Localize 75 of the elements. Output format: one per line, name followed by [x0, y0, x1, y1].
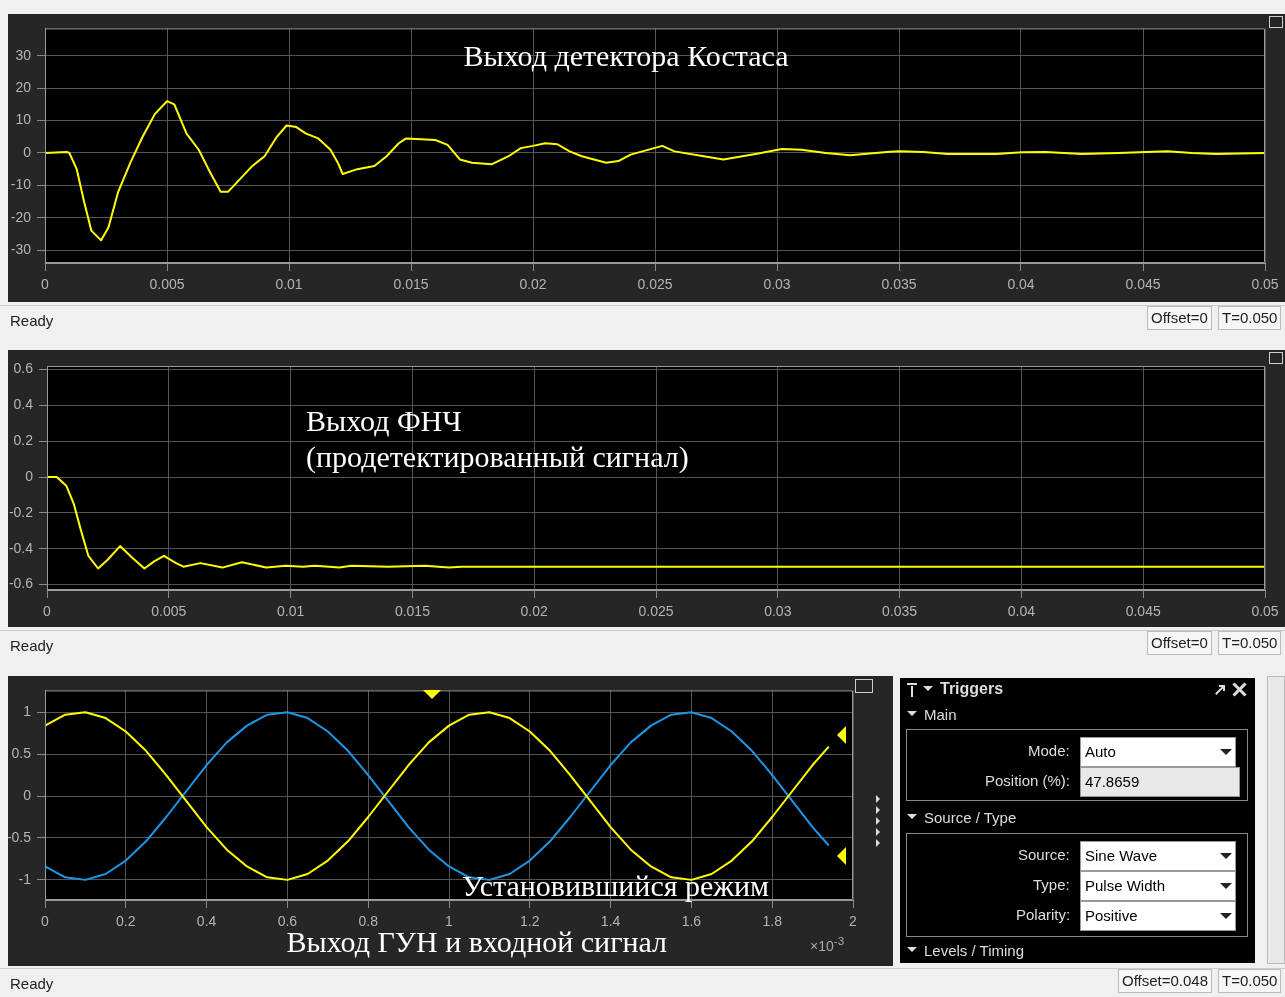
text: Positive	[1080, 901, 1236, 931]
x-tick-label: 0.015	[393, 276, 429, 293]
y-tick-label: 0	[23, 786, 32, 803]
text: T=0.050	[1218, 306, 1282, 330]
x-tick-label: 0.04	[1007, 276, 1035, 293]
y-tick-label: -0.4	[8, 539, 34, 556]
x-tick-label: 0.03	[764, 603, 792, 620]
x-tick-label: 0.025	[638, 603, 674, 620]
text: Выход ФНЧ	[306, 404, 462, 437]
text: Sine Wave	[1080, 841, 1236, 871]
text: Type:	[1033, 876, 1070, 893]
x-tick-label: 0.05	[1251, 603, 1279, 620]
x-tick-label: 2	[849, 913, 858, 930]
text: 47.8659	[1080, 767, 1240, 797]
x-tick-label: 0.4	[196, 913, 217, 930]
text: Position (%):	[985, 772, 1071, 789]
y-tick-label: -30	[10, 240, 32, 257]
x-tick-label: 1.6	[681, 913, 702, 930]
x-tick-label: 0.045	[1125, 276, 1161, 293]
text: ×10$^{-3}$	[810, 934, 845, 954]
y-tick-label: 20	[15, 79, 32, 96]
text: T=0.050	[1218, 969, 1282, 993]
y-tick-label: 0.6	[13, 360, 34, 377]
text: Offset=0.048	[1118, 969, 1213, 993]
x-tick-label: 0.04	[1007, 603, 1036, 620]
source-note: Source / Type	[924, 809, 1017, 826]
text: Offset=0	[1147, 631, 1212, 655]
x-tick-label: 0.2	[116, 913, 136, 930]
text: T=0.050	[1218, 631, 1282, 655]
text: Pulse Width	[1080, 871, 1236, 901]
x-tick-label: 0.005	[151, 603, 187, 620]
annotation: Установившийся режим	[462, 869, 770, 902]
y-tick-label: -0.2	[8, 503, 34, 520]
y-tick-label: -1	[18, 870, 32, 887]
y-tick-label: 0	[25, 467, 34, 484]
text: Triggers	[940, 680, 1004, 698]
x-tick-label: 0	[41, 276, 50, 293]
x-tick-label: 0	[41, 913, 50, 930]
y-tick-label: 0.5	[11, 744, 32, 761]
y-tick-label: 0	[23, 143, 32, 160]
text: (продетектированный сигнал)	[306, 440, 689, 473]
text: Polarity:	[1016, 906, 1071, 923]
y-tick-label: -0.6	[8, 575, 34, 592]
x-tick-label: 0.035	[881, 276, 917, 293]
text: Ready	[10, 975, 54, 992]
x-tick-label: 0.03	[763, 276, 791, 293]
text: Offset=0	[1147, 306, 1212, 330]
x-tick-label: 0.05	[1251, 276, 1279, 293]
x-tick-label: 0.005	[149, 276, 185, 293]
x-tick-label: 0.015	[394, 603, 431, 620]
chart-title: Выход детектора Костаса	[463, 39, 789, 72]
y-tick-label: 30	[15, 46, 32, 63]
x-tick-label: 0.025	[637, 276, 673, 293]
text: Auto	[1080, 737, 1236, 767]
y-tick-label: -0.5	[6, 828, 32, 845]
x-tick-label: 0	[43, 603, 52, 620]
source-note: Source:	[1018, 846, 1070, 863]
y-tick-label: -10	[10, 176, 32, 193]
x-tick-label: 0.02	[519, 276, 547, 293]
y-tick-label: 10	[15, 111, 32, 128]
text: Ready	[10, 637, 54, 654]
x-tick-label: 0.035	[882, 603, 918, 620]
x-tick-label: 1.8	[762, 913, 783, 930]
x-tick-label: 0.01	[275, 276, 303, 293]
x-tick-label: 0.01	[276, 603, 305, 620]
text: Mode:	[1028, 742, 1070, 759]
x-tick-label: 0.045	[1125, 603, 1161, 620]
y-tick-label: 0.2	[13, 432, 34, 449]
x-tick-label: 0.02	[520, 603, 549, 620]
text: Main	[924, 706, 957, 723]
y-tick-label: 0.4	[13, 396, 34, 413]
y-tick-label: -20	[10, 208, 32, 225]
y-tick-label: 1	[23, 703, 32, 720]
text: Levels / Timing	[924, 942, 1025, 959]
text: Ready	[10, 312, 54, 329]
